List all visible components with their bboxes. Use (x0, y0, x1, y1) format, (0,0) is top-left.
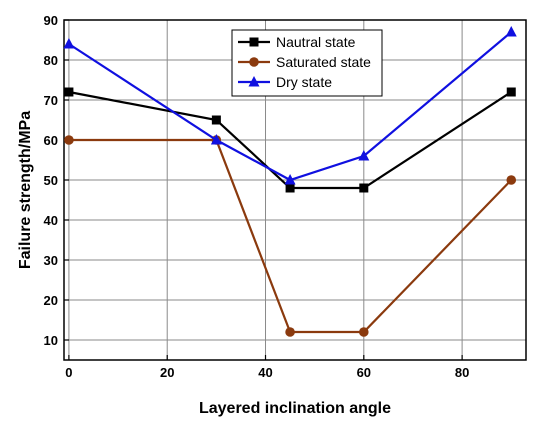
series-0 (64, 87, 516, 193)
legend-label-saturated: Saturated state (276, 54, 371, 70)
legend-marker-neutral (249, 37, 259, 47)
series-line (68, 138, 513, 334)
x-tick-label: 0 (65, 365, 72, 380)
data-point (358, 150, 370, 161)
data-point (506, 175, 517, 185)
legend-marker-shape (249, 37, 259, 47)
legend-marker-dry (248, 76, 260, 87)
legend-item-saturated: Saturated state (238, 54, 371, 70)
y-tick-label: 90 (44, 13, 58, 28)
data-point (359, 183, 369, 193)
axes: 0 20 40 60 80 10 20 30 40 50 60 70 80 90 (44, 13, 470, 380)
legend: Nautral state Saturated state Dry state (231, 29, 383, 97)
y-tick-label: 40 (44, 213, 58, 228)
data-point (64, 135, 74, 145)
data-point (63, 38, 75, 49)
y-tick-label: 50 (44, 173, 58, 188)
legend-marker-shape (248, 76, 260, 87)
data-point (359, 327, 369, 337)
y-tick-label: 20 (44, 293, 58, 308)
series-1 (64, 135, 517, 337)
x-tick-label: 40 (258, 365, 272, 380)
y-tick-label: 60 (44, 133, 58, 148)
y-tick-label: 80 (44, 53, 58, 68)
x-tick-label: 20 (160, 365, 174, 380)
data-point (64, 87, 74, 97)
data-point (505, 26, 517, 37)
y-axis-title: Failure strength/MPa (17, 111, 34, 269)
data-point (210, 134, 222, 145)
legend-item-dry: Dry state (238, 74, 332, 90)
x-tick-label: 80 (455, 365, 469, 380)
legend-item-neutral: Nautral state (238, 34, 356, 50)
y-tick-label: 30 (44, 253, 58, 268)
legend-label-dry: Dry state (276, 74, 332, 90)
data-point (285, 183, 295, 193)
data-point (506, 87, 516, 97)
y-tick-label: 10 (44, 333, 58, 348)
plot-frame (63, 19, 527, 361)
data-point (284, 174, 296, 185)
data-point (285, 327, 295, 337)
x-tick-label: 60 (357, 365, 371, 380)
series-2 (63, 26, 517, 185)
legend-marker-shape (249, 57, 259, 67)
series-layer (63, 26, 517, 337)
legend-label-neutral: Nautral state (276, 34, 356, 50)
x-axis-title: Layered inclination angle (199, 400, 391, 417)
y-tick-label: 70 (44, 93, 58, 108)
legend-marker-saturated (249, 57, 259, 67)
data-point (211, 115, 221, 125)
